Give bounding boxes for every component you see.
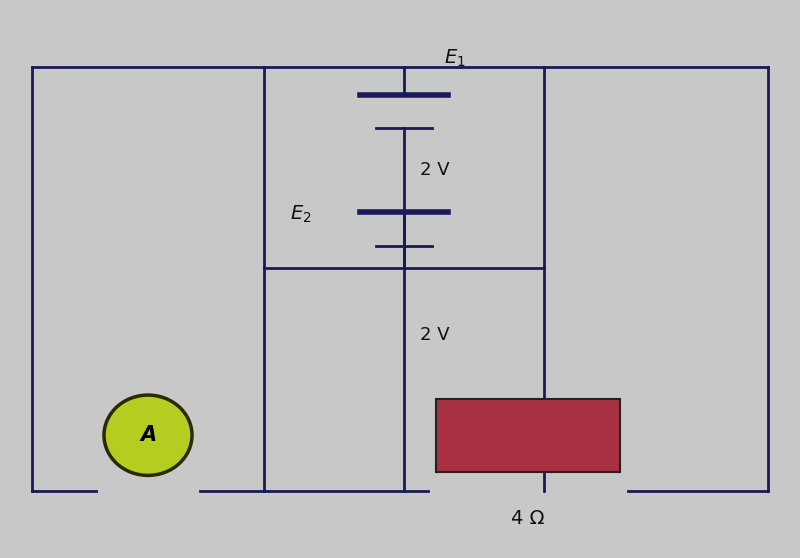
Text: $E_2$: $E_2$: [290, 204, 312, 225]
Text: $E_1$: $E_1$: [444, 48, 466, 69]
Text: 2 V: 2 V: [420, 161, 450, 179]
Text: 4 Ω: 4 Ω: [511, 509, 545, 528]
Bar: [436, 399, 620, 472]
Text: A: A: [140, 425, 156, 445]
Text: 2 V: 2 V: [420, 326, 450, 344]
Ellipse shape: [104, 395, 192, 475]
